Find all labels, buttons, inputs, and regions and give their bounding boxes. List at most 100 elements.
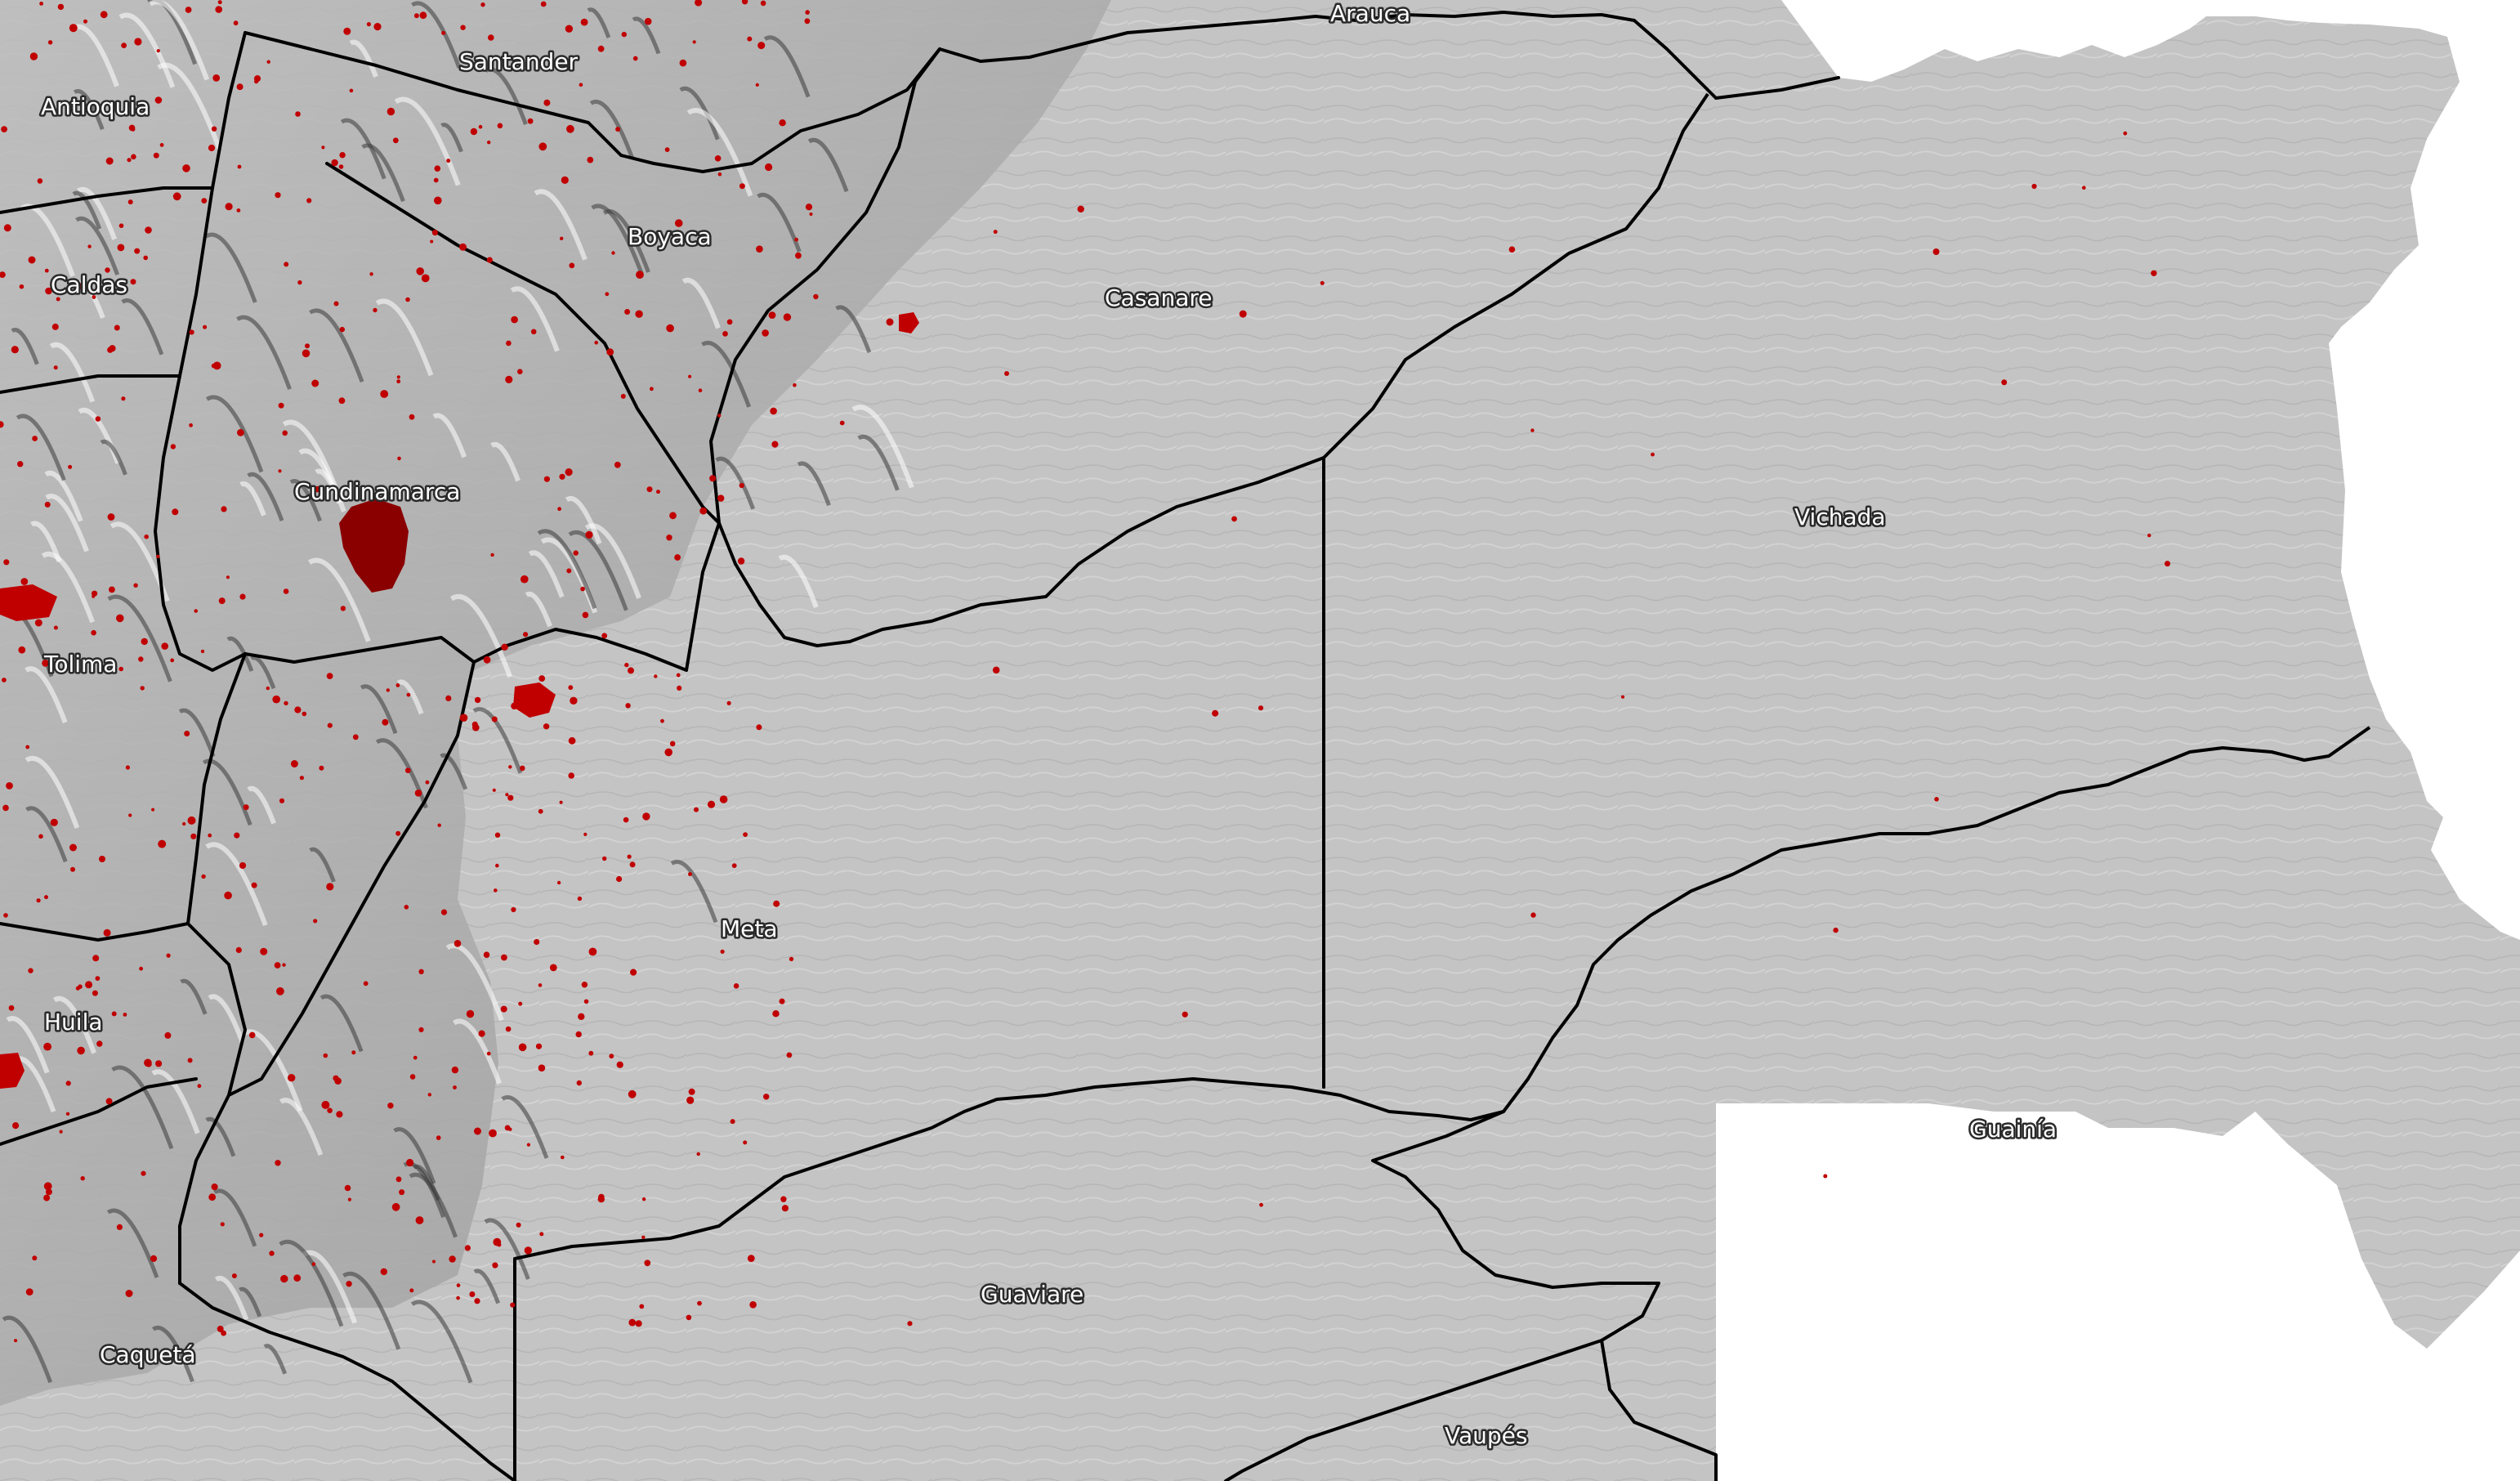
settlement-dot bbox=[373, 307, 378, 313]
ridge-line bbox=[25, 755, 80, 830]
settlement-dot bbox=[276, 987, 284, 996]
settlement-dot bbox=[642, 812, 650, 821]
settlement-dot bbox=[743, 1140, 748, 1145]
settlement-dot bbox=[133, 583, 138, 588]
label-boyaca: Boyaca bbox=[628, 223, 712, 250]
urban-areas bbox=[0, 312, 919, 1089]
settlement-dot bbox=[351, 1050, 356, 1055]
settlement-dot bbox=[707, 800, 716, 808]
settlement-dot bbox=[396, 375, 400, 379]
settlement-dot bbox=[201, 198, 208, 204]
settlement-dot bbox=[306, 198, 312, 204]
settlement-dot bbox=[37, 178, 43, 184]
settlement-dot bbox=[220, 1222, 225, 1227]
settlement-dot bbox=[99, 856, 105, 862]
settlement-dot bbox=[141, 1170, 146, 1176]
settlement-dot bbox=[2082, 186, 2086, 190]
settlement-dot bbox=[45, 287, 52, 295]
settlement-dot bbox=[1508, 246, 1516, 253]
settlement-dot bbox=[406, 1158, 414, 1167]
settlement-dot bbox=[624, 309, 631, 315]
settlement-dot bbox=[676, 673, 681, 678]
settlement-dot bbox=[561, 1155, 565, 1160]
settlement-dot bbox=[321, 1100, 330, 1109]
settlement-dot bbox=[182, 164, 190, 172]
settlement-dot bbox=[251, 882, 257, 888]
settlement-dot bbox=[456, 1283, 461, 1287]
settlement-dot bbox=[795, 252, 802, 259]
ridge-line bbox=[30, 521, 62, 563]
settlement-dot bbox=[170, 658, 175, 663]
settlement-dot bbox=[719, 795, 728, 803]
tolima-east-border bbox=[186, 652, 247, 925]
settlement-dot bbox=[217, 0, 222, 5]
settlement-dot bbox=[321, 145, 325, 150]
ridge-line bbox=[797, 461, 831, 507]
settlement-dot bbox=[391, 1202, 400, 1211]
settlement-dot bbox=[103, 928, 111, 937]
settlement-dot bbox=[70, 866, 75, 872]
ridge-line bbox=[393, 1127, 436, 1184]
settlement-dot bbox=[6, 782, 13, 790]
settlement-dot bbox=[568, 736, 576, 745]
settlement-dot bbox=[282, 963, 286, 967]
settlement-dot bbox=[587, 156, 594, 163]
settlement-dot bbox=[2147, 533, 2151, 538]
settlement-dot bbox=[739, 482, 744, 489]
settlement-dot bbox=[505, 375, 513, 383]
settlement-dot bbox=[747, 36, 753, 42]
settlement-dot bbox=[343, 27, 351, 35]
settlement-dot bbox=[543, 476, 551, 482]
settlement-dot bbox=[12, 1122, 20, 1130]
settlement-dot bbox=[237, 164, 242, 169]
label-guainia: Guainía bbox=[1969, 1116, 2057, 1143]
antioquia-caldas-border bbox=[0, 186, 214, 214]
settlement-dot bbox=[636, 271, 644, 279]
settlement-dot bbox=[632, 56, 638, 61]
settlement-dot bbox=[460, 25, 466, 30]
settlement-dot bbox=[697, 1300, 702, 1306]
settlement-dot bbox=[156, 49, 160, 53]
ridge-line bbox=[591, 204, 644, 275]
cundinamarca-south-border bbox=[244, 636, 476, 664]
caqueta-border bbox=[178, 1282, 516, 1481]
settlement-dot bbox=[45, 1188, 52, 1196]
vichada-north-border bbox=[1714, 76, 1840, 100]
ridge-line bbox=[309, 847, 336, 883]
settlement-dot bbox=[29, 52, 38, 60]
settlement-dot bbox=[284, 700, 288, 706]
settlement-dot bbox=[669, 740, 676, 747]
ridge-line bbox=[501, 1095, 549, 1159]
settlement-dot bbox=[760, 0, 766, 7]
settlement-dot bbox=[125, 765, 130, 770]
settlement-dot bbox=[644, 17, 652, 25]
settlement-dot bbox=[518, 1001, 523, 1006]
settlement-dot bbox=[333, 301, 339, 306]
settlement-dot bbox=[347, 1197, 351, 1201]
settlement-dot bbox=[421, 274, 430, 283]
settlement-dot bbox=[69, 24, 78, 33]
settlement-dot bbox=[143, 255, 148, 261]
settlement-dot bbox=[161, 642, 168, 650]
settlement-dot bbox=[319, 765, 324, 771]
settlement-dot bbox=[413, 13, 419, 19]
settlement-dot bbox=[305, 343, 310, 349]
settlement-dot bbox=[500, 1005, 507, 1013]
settlement-dot bbox=[409, 414, 415, 420]
settlement-dot bbox=[557, 507, 561, 512]
settlement-dot bbox=[585, 530, 593, 539]
settlement-dot bbox=[154, 96, 163, 104]
settlement-dot bbox=[1620, 695, 1625, 699]
settlement-dot bbox=[839, 420, 845, 426]
settlement-dot bbox=[466, 1009, 475, 1018]
settlement-dot bbox=[474, 1298, 480, 1304]
settlement-dot bbox=[695, 0, 703, 7]
ridge-line bbox=[149, 0, 210, 81]
settlement-dot bbox=[189, 423, 194, 427]
settlement-dot bbox=[566, 124, 574, 133]
ridge-line bbox=[361, 143, 405, 203]
settlement-dot bbox=[419, 11, 427, 20]
settlement-dot bbox=[224, 891, 232, 900]
